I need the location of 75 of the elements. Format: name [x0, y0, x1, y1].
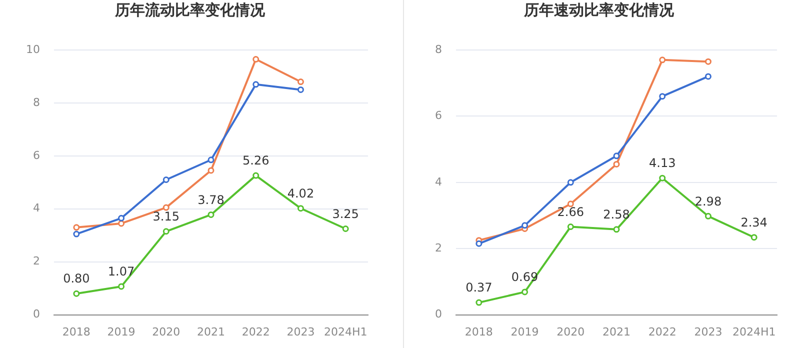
x-tick-label: 2022 [242, 325, 270, 338]
point [118, 220, 125, 227]
data-label: 3.78 [198, 192, 224, 207]
data-label: 3.25 [332, 206, 359, 221]
point [704, 58, 712, 65]
y-tick-label: 8 [435, 42, 442, 56]
point [704, 212, 712, 220]
chart-title: 历年速动比率变化情况 [523, 0, 675, 19]
x-tick-label: 2024H1 [732, 325, 776, 338]
point [208, 211, 214, 218]
point [567, 224, 574, 230]
data-label: 0.80 [63, 272, 90, 286]
x-tick-label: 2019 [510, 325, 539, 338]
point [297, 205, 304, 212]
point [208, 156, 214, 164]
data-label: 4.02 [287, 186, 314, 200]
x-tick-label: 2024H1 [324, 325, 368, 338]
y-tick-label: 0 [32, 308, 40, 321]
point [476, 240, 482, 247]
point [118, 214, 125, 222]
point [118, 283, 125, 290]
x-tick-label: 2020 [152, 325, 180, 338]
x-tick-label: 2020 [556, 325, 585, 338]
y-tick-label: 4 [32, 202, 40, 215]
x-tick-label: 2022 [648, 325, 676, 338]
point [567, 200, 574, 208]
point [297, 86, 304, 93]
point [567, 179, 574, 186]
data-label: 2.66 [557, 204, 584, 219]
data-label: 2.34 [740, 215, 768, 230]
point [613, 152, 620, 160]
data-label: 4.13 [648, 156, 676, 170]
point [342, 225, 349, 232]
x-tick-label: 2023 [694, 325, 722, 338]
y-tick-label: 8 [32, 96, 40, 109]
x-tick-label: 2021 [602, 325, 630, 338]
point [162, 204, 170, 211]
data-label: 2.98 [694, 194, 722, 208]
data-label: 5.26 [242, 154, 270, 168]
y-tick-label: 0 [435, 308, 442, 321]
point [522, 288, 528, 296]
point [659, 56, 666, 64]
point [162, 176, 170, 183]
point [750, 234, 758, 241]
x-tick-label: 2018 [464, 325, 493, 338]
y-tick-label: 4 [435, 175, 442, 188]
point [252, 172, 260, 179]
y-tick-label: 6 [32, 148, 40, 162]
x-tick-label: 2021 [197, 325, 225, 338]
point [252, 81, 260, 88]
point [613, 160, 620, 168]
x-tick-label: 2018 [62, 325, 90, 338]
y-tick-label: 2 [32, 254, 40, 268]
y-tick-label: 10 [26, 42, 40, 56]
y-tick-label: 6 [435, 109, 442, 122]
point [704, 73, 712, 80]
x-tick-label: 2023 [286, 325, 315, 338]
point [73, 290, 80, 297]
chart-title: 历年流动比率变化情况 [114, 0, 266, 19]
data-label: 3.15 [152, 210, 180, 224]
point [476, 299, 482, 306]
point [613, 226, 620, 233]
y-tick-label: 2 [435, 241, 442, 254]
point [252, 56, 260, 63]
x-tick-label: 2019 [107, 325, 136, 338]
point [659, 93, 666, 100]
point [659, 174, 666, 182]
point [73, 224, 80, 231]
point [522, 222, 528, 229]
point [297, 78, 304, 86]
data-label: 0.37 [466, 280, 492, 295]
point [73, 230, 80, 238]
point [208, 167, 214, 174]
point [162, 228, 170, 235]
data-label: 2.58 [603, 208, 630, 222]
